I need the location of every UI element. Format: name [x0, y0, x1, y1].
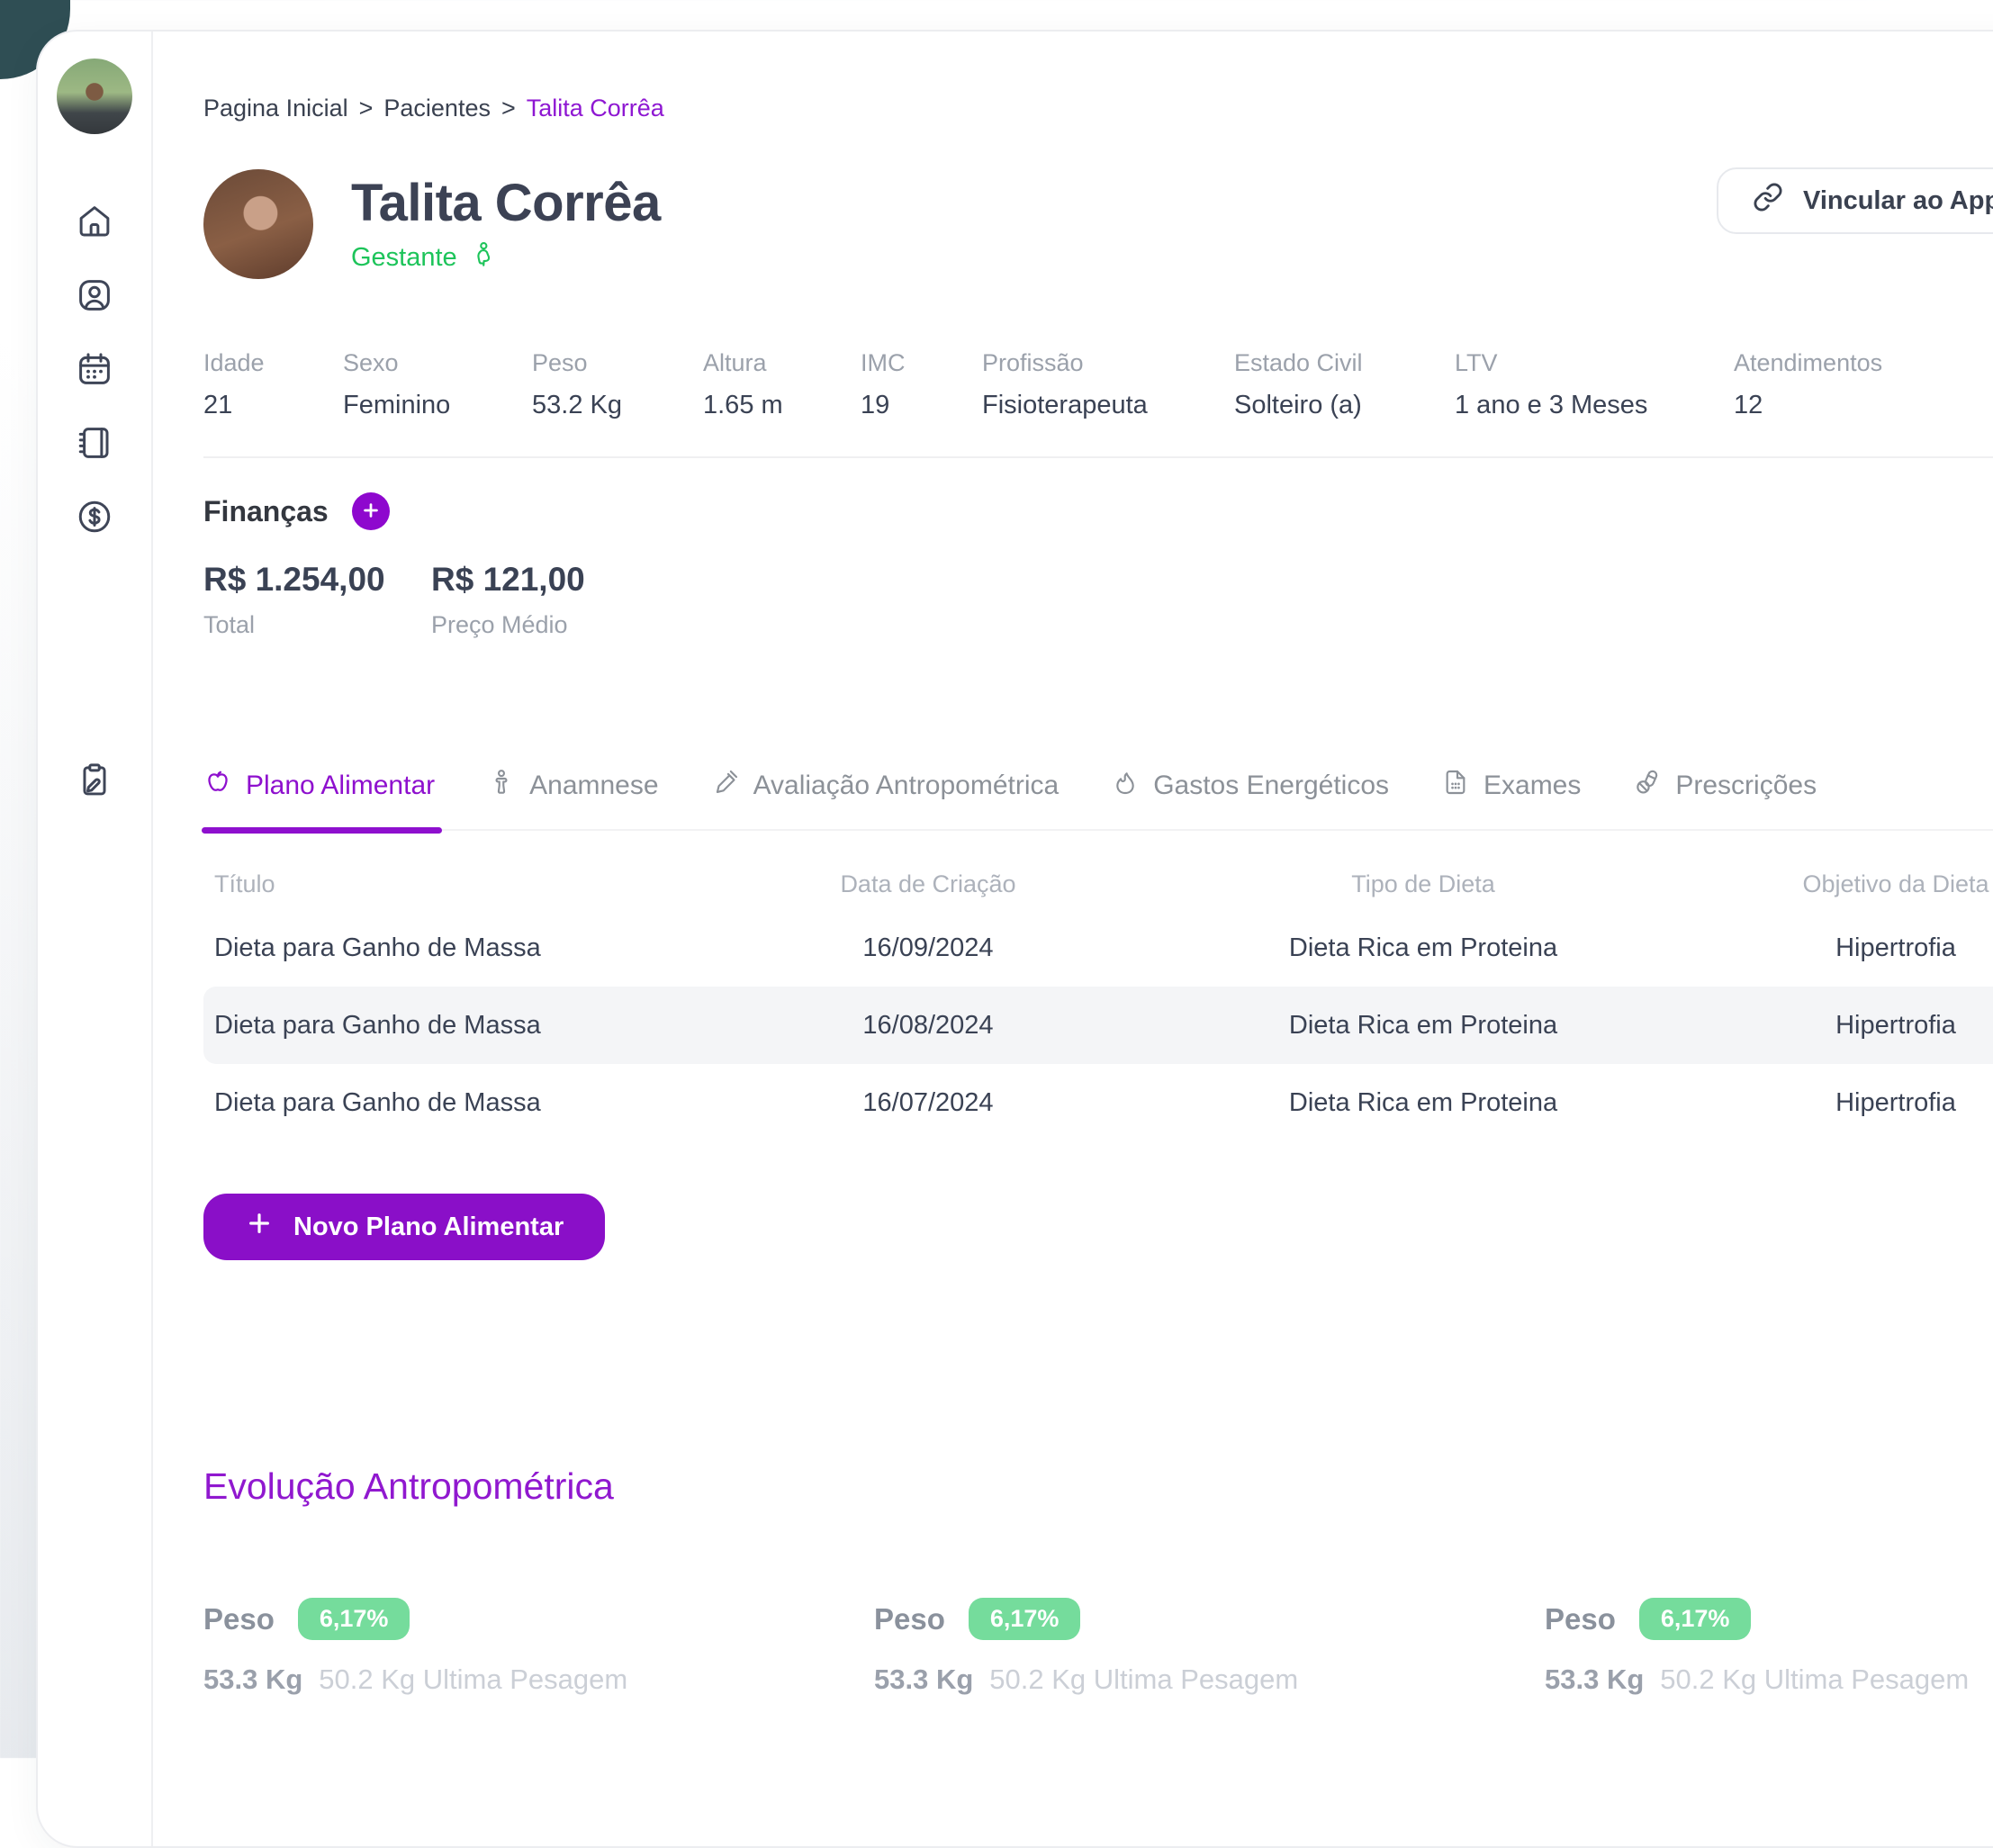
link-icon	[1753, 182, 1783, 220]
sidebar-item-home[interactable]	[75, 203, 114, 243]
tab-prescricoes[interactable]: Prescrições	[1633, 768, 1817, 804]
tab-label: Gastos Energéticos	[1153, 771, 1389, 800]
breadcrumb-separator: >	[501, 95, 516, 122]
weight-label: Peso	[203, 1601, 275, 1636]
breadcrumb-separator: >	[358, 95, 374, 122]
dollar-coin-icon	[76, 498, 113, 540]
table-row[interactable]: Dieta para Ganho de Massa 16/09/2024 Die…	[214, 933, 1956, 962]
col-tipo-dieta: Tipo de Dieta	[1351, 870, 1495, 897]
clipboard-pen-icon	[76, 761, 113, 803]
weight-last: 50.2 Kg Ultima Pesagem	[319, 1663, 628, 1695]
patient-stats-row: Idade 21 Sexo Feminino Peso 53.2 Kg Altu…	[203, 349, 1993, 420]
weight-last: 50.2 Kg Ultima Pesagem	[1660, 1663, 1970, 1695]
breadcrumb-home[interactable]: Pagina Inicial	[203, 95, 348, 122]
link-to-app-button[interactable]: Vincular ao App	[1717, 167, 1993, 234]
stat-atendimentos: Atendimentos 12	[1734, 349, 1883, 419]
weight-last: 50.2 Kg Ultima Pesagem	[989, 1663, 1299, 1695]
pregnant-icon	[466, 240, 495, 276]
stat-estado-civil: Estado Civil Solteiro (a)	[1234, 349, 1363, 419]
tab-anamnese[interactable]: Anamnese	[487, 768, 659, 804]
calendar-icon	[76, 350, 113, 392]
sidebar-item-calendar[interactable]	[75, 351, 114, 391]
weight-card: Peso 6,17% 53.3 Kg 50.2 Kg Ultima Pesage…	[874, 1598, 1545, 1696]
patient-header: Talita Corrêa Gestante	[203, 167, 1993, 279]
tab-label: Exames	[1483, 771, 1582, 800]
tab-exames[interactable]: Exames	[1441, 768, 1581, 804]
weight-change-badge: 6,17%	[297, 1598, 410, 1640]
weight-current: 53.3 Kg	[874, 1663, 974, 1695]
sidebar-nav	[75, 203, 114, 538]
pill-icon	[1633, 768, 1662, 804]
breadcrumb-current: Talita Corrêa	[526, 95, 664, 122]
finance-average: R$ 121,00 Preço Médio	[431, 561, 585, 638]
avatar[interactable]	[57, 59, 132, 134]
weight-card: Peso 6,17% 53.3 Kg 50.2 Kg Ultima Pesage…	[203, 1598, 874, 1696]
tab-plano-alimentar[interactable]: Plano Alimentar	[201, 768, 443, 834]
weight-card: Peso 6,17% 53.3 Kg 50.2 Kg Ultima Pesage…	[1545, 1598, 1993, 1696]
stat-altura: Altura 1.65 m	[703, 349, 783, 419]
weight-label: Peso	[874, 1601, 945, 1636]
table-row[interactable]: Dieta para Ganho de Massa 16/07/2024 Die…	[214, 1087, 1956, 1117]
patient-name: Talita Corrêa	[351, 173, 661, 232]
table-row[interactable]: Dieta para Ganho de Massa 16/08/2024 Die…	[203, 987, 1993, 1064]
stat-imc: IMC 19	[861, 349, 906, 419]
sidebar-item-notes[interactable]	[75, 762, 114, 801]
stat-sexo: Sexo Feminino	[343, 349, 451, 419]
file-icon	[1441, 768, 1470, 804]
finance-total: R$ 1.254,00 Total	[203, 561, 385, 638]
apple-icon	[203, 768, 232, 804]
pen-icon	[711, 768, 740, 804]
weight-change-badge: 6,17%	[968, 1598, 1081, 1640]
col-data-criacao: Data de Criação	[840, 870, 1016, 897]
table-header: Título Data de Criação Tipo de Dieta Obj…	[203, 870, 1993, 898]
main-content: Pagina Inicial > Pacientes > Talita Corr…	[153, 32, 1993, 1846]
col-titulo: Título	[214, 870, 275, 897]
finances-title: Finanças	[203, 494, 329, 527]
plus-icon	[361, 500, 381, 523]
weight-current: 53.3 Kg	[203, 1663, 303, 1695]
weight-change-badge: 6,17%	[1638, 1598, 1752, 1640]
tab-label: Avaliação Antropométrica	[753, 771, 1060, 800]
stat-idade: Idade 21	[203, 349, 265, 419]
app-surface: Pagina Inicial > Pacientes > Talita Corr…	[36, 30, 1993, 1848]
notebook-icon	[76, 424, 113, 466]
new-meal-plan-label: Novo Plano Alimentar	[293, 1212, 564, 1241]
weight-label: Peso	[1545, 1601, 1616, 1636]
breadcrumb-patients[interactable]: Pacientes	[383, 95, 491, 122]
sidebar	[38, 32, 153, 1846]
patient-status-badge: Gestante	[351, 240, 661, 276]
meal-plan-table: Título Data de Criação Tipo de Dieta Obj…	[203, 870, 1993, 1141]
patient-status-label: Gestante	[351, 243, 457, 272]
plus-icon	[245, 1209, 274, 1245]
evolution-section-title: Evolução Antropométrica	[203, 1465, 614, 1507]
stat-peso: Peso 53.2 Kg	[532, 349, 622, 419]
tab-label: Plano Alimentar	[246, 771, 436, 800]
tab-label: Prescrições	[1675, 771, 1817, 800]
sidebar-item-finances[interactable]	[75, 499, 114, 538]
user-card-icon	[76, 276, 113, 319]
home-icon	[76, 203, 113, 245]
weight-current: 53.3 Kg	[1545, 1663, 1645, 1695]
stat-ltv: LTV 1 ano e 3 Meses	[1455, 349, 1648, 419]
breadcrumb: Pagina Inicial > Pacientes > Talita Corr…	[203, 95, 1993, 122]
body-icon	[487, 768, 516, 804]
col-objetivo-dieta: Objetivo da Dieta	[1802, 870, 1989, 897]
link-to-app-label: Vincular ao App	[1803, 185, 1993, 215]
tab-avaliacao-antropometrica[interactable]: Avaliação Antropométrica	[711, 768, 1060, 804]
evolution-cards: Peso 6,17% 53.3 Kg 50.2 Kg Ultima Pesage…	[203, 1598, 1993, 1696]
patient-tabs: Plano Alimentar Anamnese	[201, 768, 1993, 834]
stat-profissao: Profissão Fisioterapeuta	[982, 349, 1148, 419]
tab-label: Anamnese	[529, 771, 659, 800]
sidebar-item-notebook[interactable]	[75, 425, 114, 464]
sidebar-item-patients[interactable]	[75, 277, 114, 317]
finances-section: Finanças R$ 1.254,00 Total R$ 121,00 P	[203, 492, 1993, 639]
tab-gastos-energeticos[interactable]: Gastos Energéticos	[1111, 768, 1389, 804]
new-meal-plan-button[interactable]: Novo Plano Alimentar	[203, 1194, 606, 1260]
add-finance-button[interactable]	[351, 492, 390, 530]
patient-avatar	[203, 169, 313, 279]
flame-icon	[1111, 768, 1140, 804]
section-divider	[203, 456, 1993, 458]
